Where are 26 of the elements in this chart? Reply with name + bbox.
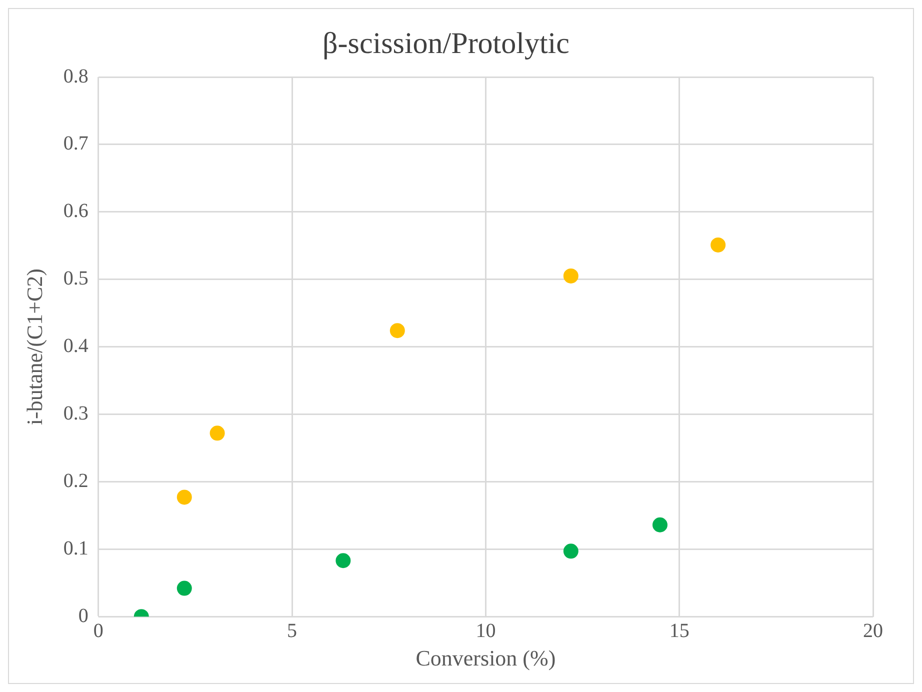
point	[390, 323, 405, 338]
x-tick-label: 15	[669, 620, 690, 642]
point	[563, 268, 578, 284]
point	[652, 517, 668, 532]
x-axis-title: Conversion (%)	[416, 646, 556, 671]
y-tick-label: 0.7	[63, 132, 88, 155]
y-tick-label: 0	[78, 604, 88, 627]
y-tick-label: 0.5	[63, 268, 88, 290]
point	[336, 553, 351, 568]
point	[710, 237, 726, 252]
y-tick-label: 0.6	[63, 200, 88, 222]
chart-title: β-scission/Protolytic	[322, 26, 570, 60]
point	[210, 426, 225, 441]
y-tick-label: 0.1	[63, 537, 88, 560]
y-axis-title: i-butane/(C1+C2)	[22, 268, 47, 426]
y-tick-label: 0.3	[63, 402, 88, 424]
x-tick-label: 0	[93, 620, 104, 642]
point	[176, 490, 192, 505]
x-tick-label: 20	[863, 620, 883, 642]
y-tick-label: 0.8	[63, 65, 88, 88]
x-tick-label: 5	[287, 620, 298, 642]
y-tick-label: 0.2	[63, 470, 88, 492]
y-tick-label: 0.4	[63, 335, 88, 358]
point	[563, 544, 578, 559]
x-tick-label: 10	[476, 620, 496, 642]
point	[176, 580, 192, 596]
